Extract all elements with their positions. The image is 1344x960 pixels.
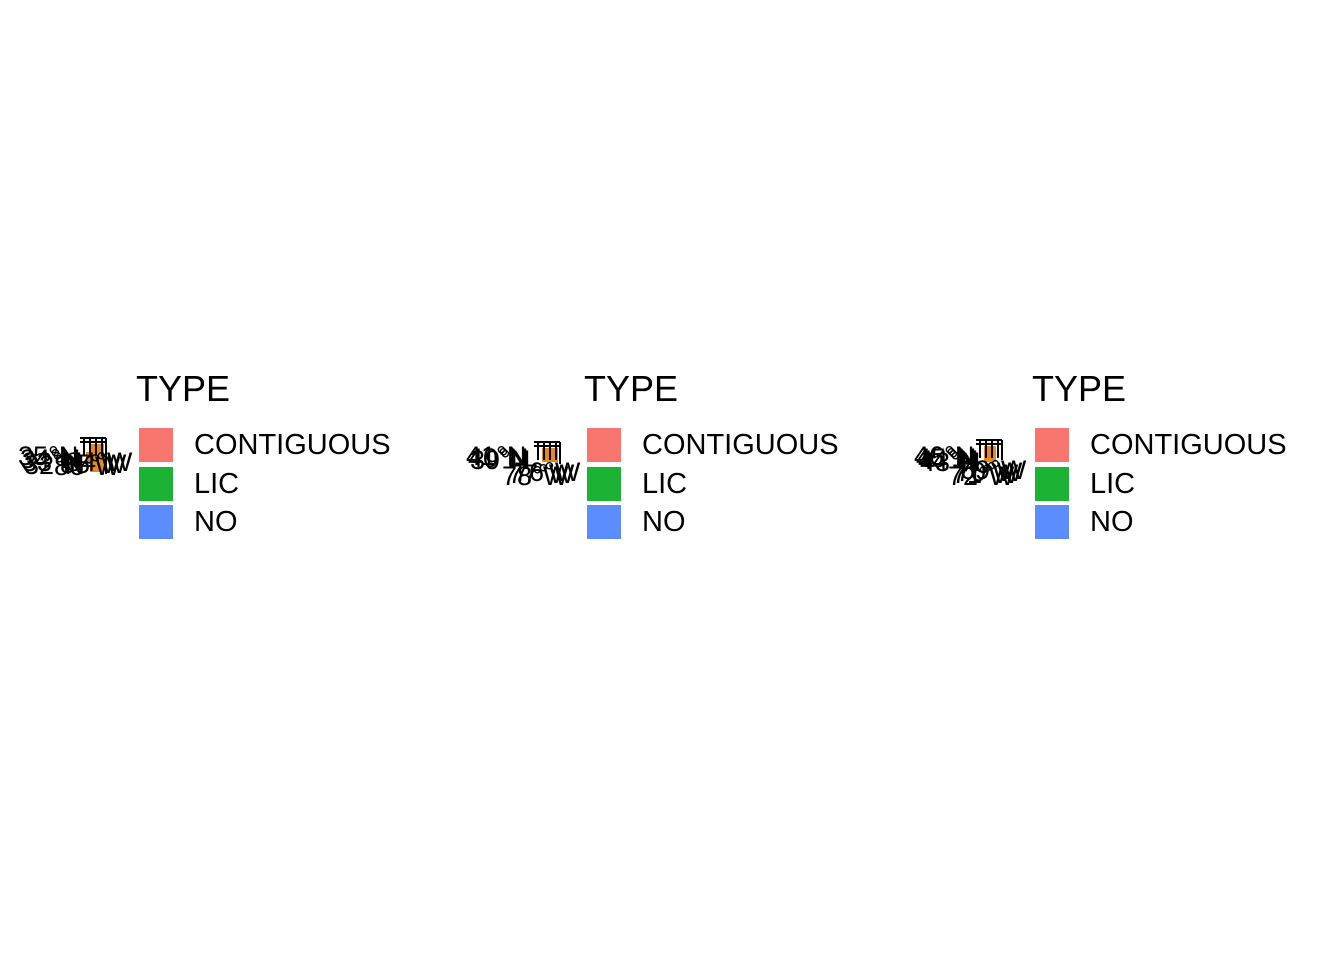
legend-label: NO <box>1090 506 1134 539</box>
map-plot: 41°N 40°N 39°N 78°W 77°W 76°W <box>462 430 582 490</box>
lon-label: 84°W <box>66 447 133 477</box>
lat-label: 46°N <box>914 441 975 471</box>
legend-items: CONTIGUOUS LIC NO <box>136 426 436 542</box>
legend-label: LIC <box>1090 467 1136 500</box>
map-graphic <box>80 437 107 474</box>
legend-item: NO <box>136 503 436 542</box>
map-graphic <box>534 441 561 464</box>
legend-item: NO <box>1032 503 1332 542</box>
map-frame <box>80 437 107 474</box>
legend-item: CONTIGUOUS <box>136 426 436 465</box>
legend-swatch-lic <box>139 466 173 501</box>
legend-label: LIC <box>642 467 688 500</box>
lat-label: 34°N <box>20 444 81 474</box>
lon-label: 71°W <box>952 459 1019 489</box>
lon-label: 85°W <box>60 449 127 479</box>
legend-items: CONTIGUOUS LIC NO <box>1032 426 1332 542</box>
legend-swatch-lic <box>587 466 621 501</box>
legend-label: CONTIGUOUS <box>1090 429 1287 462</box>
legend: TYPE CONTIGUOUS LIC NO <box>136 370 436 542</box>
map-graphic <box>976 439 1003 462</box>
lat-label: 45°N <box>916 443 977 473</box>
legend-swatch-no <box>587 505 621 540</box>
legend: TYPE CONTIGUOUS LIC NO <box>1032 370 1332 542</box>
lat-label: 41°N <box>466 441 527 471</box>
legend-label: CONTIGUOUS <box>642 429 839 462</box>
legend-swatch-lic <box>1035 466 1069 501</box>
legend-title: TYPE <box>584 368 679 409</box>
map-panel-2: 41°N 40°N 39°N 78°W 77°W 76°W TYPE CONTI… <box>448 0 896 960</box>
map-fill <box>90 444 104 472</box>
lat-label: 33°N <box>22 447 83 477</box>
map-fill-secondary <box>86 452 92 464</box>
lat-label: 43°N <box>920 447 981 477</box>
legend-swatch-contiguous <box>139 428 173 463</box>
legend-swatch-contiguous <box>587 428 621 463</box>
lon-label: 70°W <box>956 457 1023 487</box>
lat-label: 44°N <box>918 445 979 475</box>
legend-item: CONTIGUOUS <box>1032 426 1332 465</box>
map-panel-3: 46°N 45°N 44°N 43°N 72°W 71°W 70°W 69°W … <box>896 0 1344 960</box>
legend-item: LIC <box>584 465 884 504</box>
map-panel-1: 35°N 34°N 33°N 32°N 86°W 85°W 84°W TYPE … <box>0 0 448 960</box>
legend-item: LIC <box>136 465 436 504</box>
lon-label: 86°W <box>54 451 121 481</box>
legend-label: LIC <box>194 467 240 500</box>
legend-item: LIC <box>1032 465 1332 504</box>
legend-label: CONTIGUOUS <box>194 429 391 462</box>
lat-label: 32°N <box>24 450 85 480</box>
legend-label: NO <box>642 506 686 539</box>
lat-label: 35°N <box>18 441 79 471</box>
map-plot: 46°N 45°N 44°N 43°N 72°W 71°W 70°W 69°W <box>910 430 1030 490</box>
lon-label: 76°W <box>514 457 581 487</box>
lat-label: 39°N <box>470 445 531 475</box>
lon-label: 72°W <box>948 461 1015 491</box>
legend-title: TYPE <box>1032 368 1127 409</box>
lon-label: 69°W <box>960 455 1027 485</box>
legend-title: TYPE <box>136 368 231 409</box>
map-frame <box>976 439 1003 460</box>
lat-label: 40°N <box>468 443 529 473</box>
map-frame <box>534 441 561 464</box>
legend-swatch-contiguous <box>1035 428 1069 463</box>
legend-swatch-no <box>139 505 173 540</box>
legend: TYPE CONTIGUOUS LIC NO <box>584 370 884 542</box>
legend-label: NO <box>194 506 238 539</box>
lon-label: 77°W <box>508 459 575 489</box>
legend-swatch-no <box>1035 505 1069 540</box>
legend-items: CONTIGUOUS LIC NO <box>584 426 884 542</box>
map-plot: 35°N 34°N 33°N 32°N 86°W 85°W 84°W <box>14 430 134 486</box>
legend-item: CONTIGUOUS <box>584 426 884 465</box>
lon-label: 78°W <box>502 461 569 491</box>
legend-item: NO <box>584 503 884 542</box>
